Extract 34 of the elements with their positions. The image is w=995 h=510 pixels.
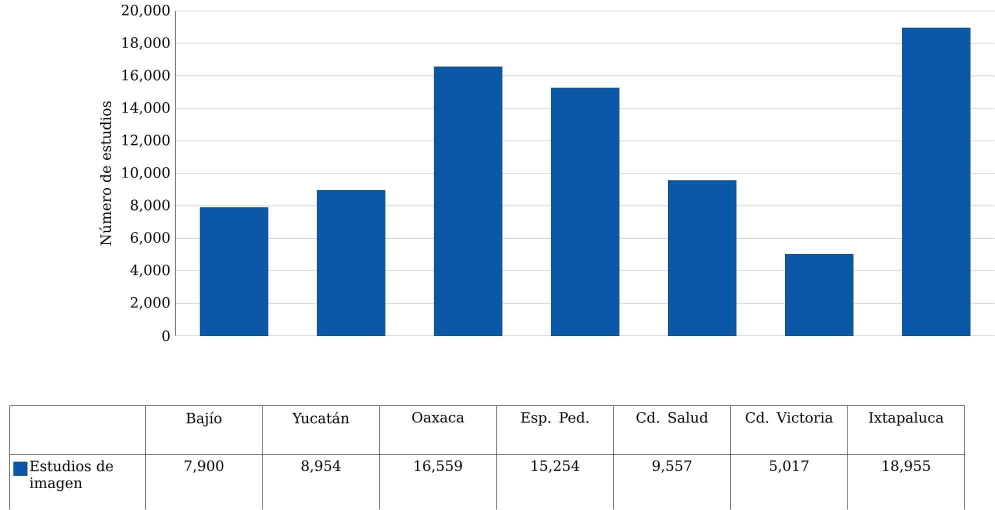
y-axis-title: Número de estudios bbox=[99, 101, 112, 246]
bar bbox=[902, 28, 970, 336]
data-label: 7,900 bbox=[184, 460, 224, 473]
y-tick-label: 12,000 bbox=[122, 134, 170, 148]
x-tick-label: Cd. Victoria bbox=[746, 412, 833, 423]
x-tick-label: Oaxaca bbox=[412, 412, 464, 423]
data-label: 9,557 bbox=[652, 460, 692, 473]
y-tick-label: 18,000 bbox=[122, 37, 170, 50]
x-tick-label: Bajío bbox=[186, 412, 222, 426]
bar bbox=[550, 88, 620, 336]
y-tick-label: 16,000 bbox=[122, 70, 170, 82]
x-tick-label: Ixtapaluca bbox=[869, 412, 944, 426]
bar bbox=[668, 180, 736, 336]
y-tick-label: 0 bbox=[162, 330, 170, 342]
data-label: 15,254 bbox=[532, 460, 580, 473]
data-label: 18,955 bbox=[882, 460, 930, 473]
data-label: 16,559 bbox=[414, 460, 462, 473]
data-label: 5,017 bbox=[770, 460, 808, 473]
y-tick-label: 10,000 bbox=[122, 167, 170, 180]
y-tick-label: 6,000 bbox=[130, 232, 170, 245]
legend-label: Estudios de imagen bbox=[30, 460, 113, 492]
y-tick-label: 4,000 bbox=[130, 264, 170, 278]
data-label: 8,954 bbox=[302, 460, 341, 473]
bar bbox=[316, 190, 386, 336]
x-tick-label: Esp. Ped. bbox=[521, 412, 588, 426]
x-tick-label: Yucatán bbox=[292, 412, 350, 424]
y-tick-label: 2,000 bbox=[130, 297, 170, 310]
bar bbox=[785, 254, 854, 336]
y-tick-label: 14,000 bbox=[122, 102, 170, 115]
y-tick-label: 8,000 bbox=[130, 200, 170, 212]
bar bbox=[200, 207, 268, 336]
x-tick-label: Cd. Salud bbox=[636, 412, 708, 423]
bar bbox=[434, 66, 502, 336]
y-tick-label: 20,000 bbox=[122, 4, 170, 18]
